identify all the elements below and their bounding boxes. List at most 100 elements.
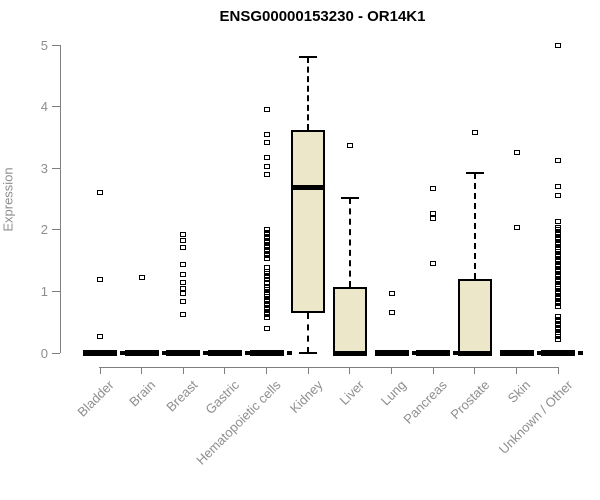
y-tick-label: 0 [40,345,48,361]
median-line [291,185,326,191]
y-tick-label: 2 [40,222,48,238]
outlier-point [263,315,270,321]
zero-point-marker [244,351,250,355]
outlier-point [180,311,187,317]
outlier-point [263,154,270,160]
zero-point-marker [120,351,125,355]
y-tick [52,44,60,46]
x-tick-label: Prostate [447,377,492,423]
upper-whisker [473,173,476,280]
outlier-point [555,303,562,309]
x-tick-label: Kidney [286,377,326,417]
median-line [457,350,492,356]
outlier-point [263,325,270,331]
y-tick [52,167,60,169]
zero-point-marker [161,351,167,355]
zero-point-marker [411,351,417,355]
y-tick-label: 4 [40,99,48,115]
x-tick [99,367,101,374]
x-tick-label: Bladder [74,377,117,420]
y-tick-label: 3 [40,160,48,176]
upper-whisker-cap [299,56,318,59]
lower-whisker-cap [299,352,318,354]
x-tick-label: Unknown / Other [495,377,576,457]
outlier-point [471,129,478,135]
collapsed-box-Hematopoietic cells [249,350,284,356]
x-tick-label: Gastric [202,377,242,418]
outlier-point [263,265,270,271]
outlier-point [263,255,270,261]
outlier-point [263,279,270,285]
outlier-point [263,245,270,251]
box-Kidney [291,130,326,313]
median-line [332,350,367,356]
x-tick-label: Pancreas [400,377,451,427]
y-tick [52,352,60,354]
zero-point-marker [203,351,209,355]
outlier-point [263,164,270,170]
zero-point-marker [453,351,459,355]
outlier-point [263,140,270,146]
upper-whisker [307,57,310,130]
y-tick [52,229,60,231]
x-tick-label: Lung [377,377,409,409]
outlier-point [180,261,187,267]
upper-whisker-cap [465,172,484,175]
lower-whisker [307,312,310,353]
outlier-point [430,260,437,266]
outlier-point [138,275,145,281]
outlier-point [180,298,187,304]
chart-title: ENSG00000153230 - OR14K1 [219,8,426,25]
outlier-point [180,285,187,291]
x-tick-label: Breast [163,377,201,415]
outlier-point [180,280,187,286]
zero-point-marker [578,351,584,355]
outlier-point [430,186,437,192]
outlier-point [180,231,187,237]
y-tick [52,290,60,292]
outlier-point [555,193,562,199]
zero-point-marker [536,351,542,355]
box-Prostate [457,279,492,353]
outlier-point [180,271,187,277]
y-axis-line [60,45,61,353]
box-Liver [332,287,367,353]
collapsed-box-Brain [124,350,159,356]
x-tick-label: Liver [336,377,367,408]
x-tick [307,367,309,374]
outlier-point [513,149,520,155]
outlier-point [555,183,562,189]
outlier-point [555,157,562,163]
outlier-point [263,271,270,277]
zero-point-marker [286,351,292,355]
collapsed-box-Lung [374,350,409,356]
collapsed-box-Gastric [207,350,242,356]
x-tick-label: Skin [505,377,534,406]
outlier-point [513,225,520,231]
outlier-point [263,312,270,318]
x-tick [391,367,393,374]
collapsed-box-Pancreas [416,350,451,356]
x-tick [349,367,351,374]
x-tick-label: Brain [126,377,159,410]
x-tick [474,367,476,374]
outlier-point [180,237,187,243]
outlier-point [97,277,103,283]
outlier-point [263,276,270,282]
y-tick [52,106,60,108]
outlier-point [388,290,395,296]
upper-whisker-cap [340,196,359,199]
y-tick-label: 5 [40,37,48,53]
y-tick-label: 1 [40,283,48,299]
x-tick [182,367,184,374]
collapsed-box-Unknown / Other [541,350,576,356]
outlier-point [346,142,353,148]
x-tick [516,367,518,374]
outlier-point [263,107,270,113]
outlier-point [263,299,270,305]
x-tick [557,367,559,374]
outlier-point [555,336,562,342]
outlier-point [97,334,103,340]
outlier-point [555,218,562,224]
